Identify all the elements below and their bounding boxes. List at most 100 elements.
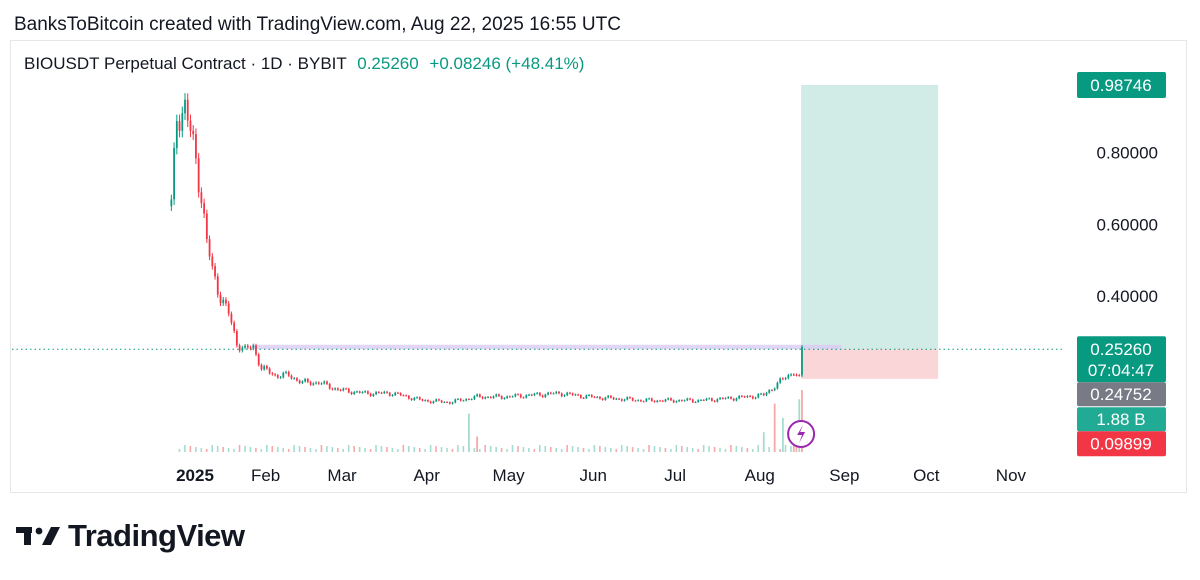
last-price-badge-bg [1077,336,1166,383]
volume-bar [484,445,487,452]
volume-bar [577,447,579,452]
candle-body [481,396,484,399]
volume-bar [517,446,519,452]
candle-body [552,393,555,395]
candle-body [574,394,577,396]
volume-bar [582,448,585,452]
candle-body [498,394,500,397]
candle-body [446,402,448,404]
candle-body [462,400,465,402]
candle-body [549,392,552,394]
chart-credit: BanksToBitcoin created with TradingView.… [14,14,621,35]
candle-body [519,394,522,398]
candle-body [266,366,268,369]
candle-body [435,399,438,402]
candle-body [691,399,694,403]
candle-body [282,372,285,378]
candle-body [178,121,181,131]
stop-price-label-bg [1077,431,1166,457]
symbol-legend[interactable]: BIOUSDT Perpetual Contract · 1D · BYBIT … [24,54,584,74]
candle-body [738,395,741,399]
candle-body [708,398,711,400]
volume-bar [293,445,295,452]
candle-body [413,397,416,401]
candle-body [743,396,746,398]
candle-body [200,192,203,204]
candle-body [637,400,640,402]
candle-body [424,400,427,402]
volume-bar [184,445,186,452]
candle-body [713,400,716,402]
candle-body [522,397,525,399]
candle-body [582,397,585,399]
volume-bar [255,448,257,452]
candle-body [205,213,208,240]
volume-bar [500,448,503,452]
volume-bar [309,448,312,452]
volume-bar [555,448,557,452]
volume-bar [593,445,596,452]
volume-bar [451,449,454,452]
candle-body [776,382,779,389]
candle-body [287,371,290,376]
volume-bar [620,445,623,452]
candle-body [383,391,386,394]
x-tick-label: May [493,466,526,485]
candle-body [418,397,421,400]
candle-body [309,381,312,385]
x-tick-label: Jun [580,466,607,485]
volume-bar [757,445,760,452]
candle-body [358,391,361,393]
candle-body [539,392,541,396]
candle-body [470,399,473,401]
candle-body [189,120,192,131]
candle-body [672,400,675,403]
volume-bar [680,446,683,452]
volume-bar [375,445,377,452]
candle-body [768,390,771,393]
candle-body [468,399,470,401]
candle-body [276,375,279,378]
candle-body [588,394,590,396]
candle-body [175,121,178,148]
volume-bar [216,446,219,452]
candle-body [448,402,451,404]
stop-price-label: 0.09899 [1090,435,1151,454]
candle-body [249,347,252,349]
candle-body [170,199,173,207]
candle-body [599,396,601,399]
candle-body [367,391,369,394]
candle-body [746,395,749,398]
candle-body [350,392,353,394]
volume-bar [566,445,568,452]
candle-body [762,393,765,396]
candle-body [629,397,631,399]
volume-bar [233,449,235,452]
x-tick-label: Mar [327,466,357,485]
candle-body [801,346,803,376]
volume-bar [413,447,416,452]
symbol-title[interactable]: BIOUSDT Perpetual Contract · 1D · BYBIT [24,54,347,73]
volume-bar [599,446,601,452]
candle-body [296,378,298,381]
candle-body [323,381,326,384]
candle-body [181,113,184,131]
candle-body [623,399,626,401]
volume-bar [260,449,263,452]
volume-spike [781,417,784,452]
candle-body [301,381,304,383]
volume-bar [326,446,328,452]
volume-bar [342,449,345,452]
volume-label-bg [1077,407,1166,432]
candle-body [533,393,536,396]
volume-bar [189,446,192,452]
volume-bar [358,447,361,452]
candle-body [503,398,506,400]
volume-bar [648,445,650,452]
candle-body [293,378,296,380]
candle-body [388,392,391,396]
candle-body [459,398,462,401]
candle-body [451,402,454,404]
candle-body [186,99,189,121]
